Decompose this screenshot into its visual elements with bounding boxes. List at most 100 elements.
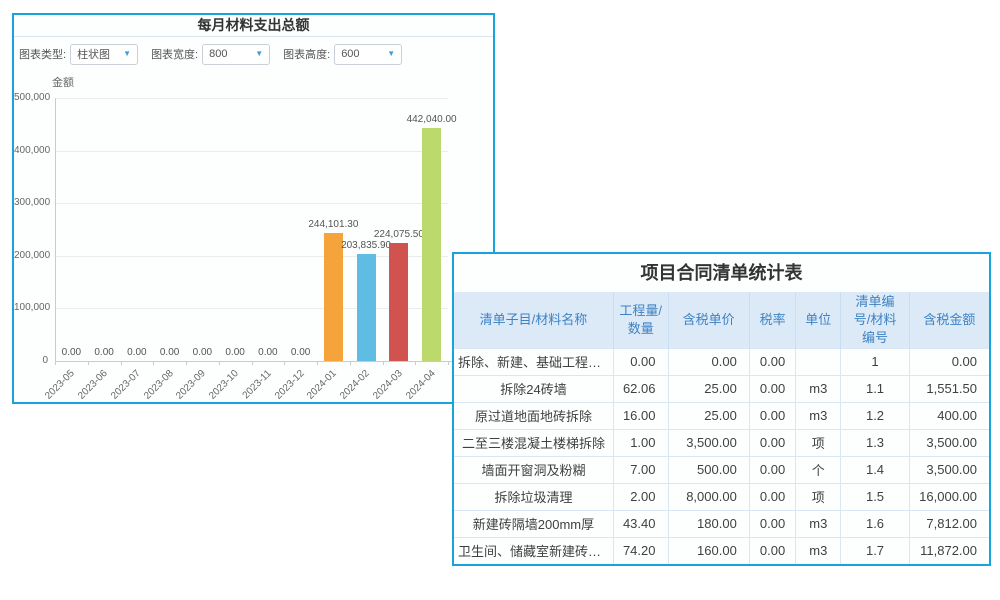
table-cell: 1.6 (840, 509, 910, 537)
chart-width-control: 图表宽度: 800 ▼ (151, 43, 271, 65)
bar-value-label: 0.00 (127, 347, 147, 358)
y-axis-tick-label: 100,000 (14, 302, 51, 314)
chart-type-label: 图表类型: (19, 49, 67, 61)
table-cell: 0.00 (749, 401, 797, 429)
chevron-down-icon: ▼ (255, 49, 264, 58)
bar-value-label: 442,040.00 (406, 114, 457, 125)
bar-value-label: 0.00 (258, 347, 278, 358)
y-axis-tick-label: 0 (42, 355, 48, 366)
y-axis-line (55, 98, 56, 361)
table-row: 拆除垃圾清理 2.00 8,000.00 0.00 项 1.5 16,000.00 (454, 482, 989, 510)
table-row: 二至三楼混凝土楼梯拆除 1.00 3,500.00 0.00 项 1.3 3,500.00 (454, 428, 989, 456)
table-cell: 25.00 (668, 401, 750, 429)
table-row: 原过道地面地砖拆除 16.00 25.00 0.00 m3 1.2 400.00 (454, 401, 989, 429)
gridline (55, 255, 448, 257)
x-axis-tick (382, 361, 384, 365)
table-cell: 1 (840, 347, 910, 375)
table-cell: 400.00 (909, 401, 989, 429)
table-cell: 62.06 (613, 374, 669, 402)
table-cell: 卫生间、储藏室新建砖隔... (454, 536, 614, 564)
bar-value-label: 0.00 (225, 347, 245, 358)
table-cell: 43.40 (613, 509, 669, 537)
table-cell: 项 (795, 428, 842, 456)
y-axis-tick-label: 300,000 (14, 197, 51, 209)
chevron-down-icon: ▼ (387, 49, 396, 58)
column-header: 含税单价 (668, 292, 750, 348)
table-cell: 500.00 (668, 455, 750, 483)
gridline (55, 150, 448, 152)
bar-value-label: 0.00 (61, 347, 82, 358)
table-cell: 0.00 (749, 536, 797, 564)
bar-value-label: 224,075.50 (373, 229, 424, 240)
table-cell: 7,812.00 (909, 509, 989, 537)
chart-height-control: 图表高度: 600 ▼ (283, 43, 403, 65)
table-cell (795, 347, 842, 375)
y-axis-tick-label: 500,000 (14, 92, 51, 103)
table-cell: 3,500.00 (668, 428, 750, 456)
table-row: 拆除24砖墙 62.06 25.00 0.00 m3 1.1 1,551.50 (454, 374, 989, 402)
y-axis-title: 金额 (52, 77, 74, 89)
bar-value-label: 0.00 (159, 347, 180, 358)
column-header: 清单编号/材料编号 (840, 292, 910, 348)
table-cell: 7.00 (613, 455, 669, 483)
contract-table-panel: 项目合同清单统计表 清单子目/材料名称 工程量/数量 含税单价 税率 单位 清单编号/材料… (452, 252, 991, 566)
table-title: 项目合同清单统计表 (640, 263, 803, 283)
bar (389, 243, 409, 361)
x-axis-tick (120, 361, 122, 365)
table-cell: m3 (795, 374, 842, 402)
table-row: 墙面开窗洞及粉糊 7.00 500.00 0.00 个 1.4 3,500.00 (454, 455, 989, 483)
contract-table: 清单子目/材料名称 工程量/数量 含税单价 税率 单位 清单编号/材料编号 含税金额 拆除、… (454, 292, 989, 564)
table-cell: 1.7 (840, 536, 910, 564)
bar-value-label: 0.00 (192, 347, 213, 358)
y-axis-tick-label: 400,000 (14, 144, 51, 156)
table-cell: 8,000.00 (668, 482, 750, 510)
table-cell: 墙面开窗洞及粉糊 (454, 455, 614, 483)
table-cell: 1.4 (840, 455, 910, 483)
x-axis-tick (218, 361, 220, 365)
x-axis-tick (317, 361, 318, 365)
x-axis-tick (153, 361, 155, 365)
table-cell: 新建砖隔墙200mm厚 (454, 509, 614, 537)
x-axis-tick (55, 361, 56, 365)
table-cell: 0.00 (749, 509, 797, 537)
table-cell: 0.00 (909, 347, 989, 375)
chart-width-select[interactable]: 800 ▼ (202, 43, 271, 65)
bar-value-label: 0.00 (94, 347, 114, 358)
table-cell: 16,000.00 (909, 482, 989, 510)
x-axis-tick (251, 361, 253, 365)
table-cell: 1.00 (613, 428, 669, 456)
table-row: 卫生间、储藏室新建砖隔... 74.20 160.00 0.00 m3 1.7 11,872… (454, 536, 989, 564)
column-header: 清单子目/材料名称 (454, 292, 614, 348)
table-cell: 二至三楼混凝土楼梯拆除 (454, 428, 614, 456)
table-row: 新建砖隔墙200mm厚 43.40 180.00 0.00 m3 1.6 7,812.00 (454, 509, 989, 537)
table-cell: 0.00 (749, 455, 797, 483)
chart-type-value: 柱状图 (77, 49, 111, 61)
table-cell: 3,500.00 (909, 455, 989, 483)
table-cell: 0.00 (749, 374, 797, 402)
bar-chart: 金额 0 100,000 200,000 300,000 400,000 500,000 0… (14, 71, 493, 402)
chevron-down-icon: ▼ (123, 49, 132, 58)
bar (422, 128, 442, 361)
bar-value-label: 244,101.30 (308, 219, 359, 230)
chart-height-value: 600 (341, 48, 360, 60)
gridline (55, 308, 448, 310)
chart-type-select[interactable]: 柱状图 ▼ (70, 43, 139, 65)
bar-value-label: 0.00 (290, 347, 311, 358)
table-header-row: 清单子目/材料名称 工程量/数量 含税单价 税率 单位 清单编号/材料编号 含税金额 (454, 292, 989, 348)
table-cell: 原过道地面地砖拆除 (454, 401, 614, 429)
x-axis-tick (87, 361, 89, 365)
x-axis-tick (415, 361, 417, 365)
chart-height-select[interactable]: 600 ▼ (334, 43, 403, 65)
chart-type-control: 图表类型: 柱状图 ▼ (19, 43, 139, 65)
table-cell: 11,872.00 (909, 536, 989, 564)
table-cell: 160.00 (668, 536, 750, 564)
chart-panel-title: 每月材料支出总额 (14, 15, 493, 37)
table-cell: 拆除垃圾清理 (454, 482, 614, 510)
table-cell: m3 (795, 536, 842, 564)
table-cell: 拆除、新建、基础工程部分 (454, 347, 614, 375)
chart-width-label: 图表宽度: (151, 49, 199, 61)
table-cell: m3 (795, 509, 842, 537)
table-cell: 1.3 (840, 428, 910, 456)
table-cell: 1,551.50 (909, 374, 989, 402)
x-axis-tick (186, 361, 187, 365)
